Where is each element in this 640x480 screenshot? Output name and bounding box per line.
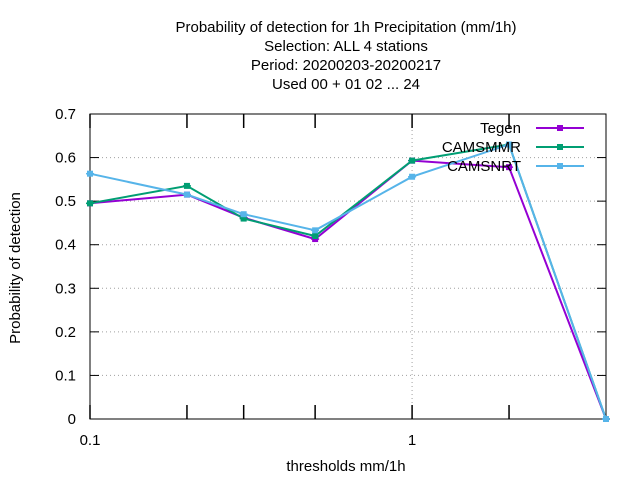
axis-ticks: 00.10.20.30.40.50.60.70.1 1 <box>55 106 606 449</box>
legend-marker <box>557 125 563 131</box>
grid <box>90 114 606 419</box>
y-tick-label: 0.7 <box>55 106 76 123</box>
legend-label: CAMSMMR <box>442 139 521 156</box>
y-tick-label: 0.4 <box>55 237 76 254</box>
y-tick-label: 0.3 <box>55 280 76 297</box>
title-line-1: Probability of detection for 1h Precipit… <box>176 19 517 36</box>
series-lines <box>86 141 610 422</box>
y-tick-label: 0.1 <box>55 367 76 384</box>
x-tick-label: 0.1 <box>80 432 101 449</box>
title-line-4: Used 00 + 01 02 ... 24 <box>272 76 420 93</box>
y-tick-label: 0.5 <box>55 193 76 210</box>
series-line <box>89 143 607 420</box>
legend-marker <box>557 144 563 150</box>
legend: Tegen CAMSMMR CAMSNRT <box>442 120 584 175</box>
series-camsnrt <box>86 141 610 422</box>
y-tick-label: 0.6 <box>55 150 76 167</box>
legend-marker <box>557 163 563 169</box>
y-axis-label: Probability of detection <box>7 192 24 344</box>
legend-label: CAMSNRT <box>447 158 521 175</box>
series-line <box>89 143 607 420</box>
series-camsmmr <box>86 141 610 422</box>
x-tick-label: 1 <box>408 432 416 449</box>
title-line-3: Period: 20200203-20200217 <box>251 57 441 74</box>
legend-label: Tegen <box>480 120 521 137</box>
y-tick-label: 0 <box>68 411 76 428</box>
chart-title: Probability of detection for 1h Precipit… <box>176 19 517 93</box>
title-line-2: Selection: ALL 4 stations <box>264 38 428 55</box>
series-tegen <box>86 157 610 422</box>
y-tick-label: 0.2 <box>55 324 76 341</box>
plot-frame <box>89 113 607 420</box>
x-axis-label: thresholds mm/1h <box>286 458 405 475</box>
